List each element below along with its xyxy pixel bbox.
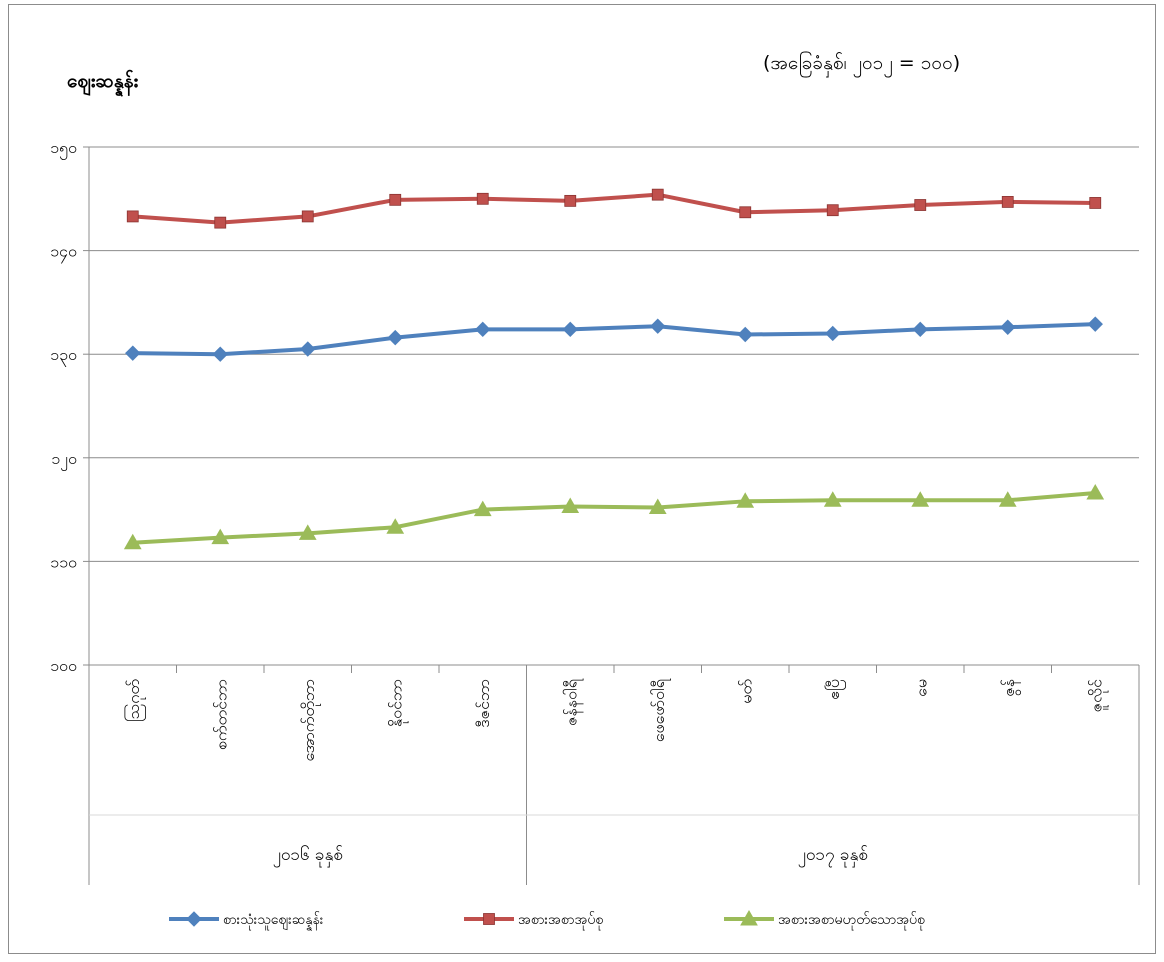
x-tick-label: အောက်တိုဘာ bbox=[299, 679, 321, 762]
legend-item: အစားအစာမဟုတ်သောအုပ်စု bbox=[724, 909, 925, 930]
data-point-diamond bbox=[475, 321, 491, 338]
x-tick-label: မတ် bbox=[736, 679, 755, 704]
y-tick-label: ၁၁၀ bbox=[50, 552, 77, 571]
data-point-diamond bbox=[912, 321, 928, 338]
x-tick-label: ဧပြီ bbox=[824, 679, 846, 700]
data-point-square bbox=[651, 188, 664, 201]
data-point-square bbox=[739, 206, 752, 219]
x-tick-label: ဩဂုတ် bbox=[124, 679, 146, 722]
y-tick-label: ၁၃၀ bbox=[50, 345, 77, 367]
x-tick-label: နိုဝင်ဘာ bbox=[386, 679, 408, 727]
data-point-diamond bbox=[825, 325, 841, 342]
series-2 bbox=[126, 188, 1102, 229]
legend: စားသုံးသူဈေးဆန္နန်း အစားအစာအုပ်စု အစားအစာမ… bbox=[169, 909, 925, 931]
data-point-diamond bbox=[125, 345, 141, 361]
data-point-square bbox=[564, 194, 577, 207]
data-point-square bbox=[214, 216, 227, 229]
chart-frame: ဈေးဆန္နန်း (အခြေခံနှစ်၊ ၂၀၁၂ = ၁၀၀) ၁၀၀၁… bbox=[8, 4, 1156, 954]
data-point-triangle bbox=[740, 909, 758, 926]
x-tick-label: ဇန်နဝါရီ bbox=[561, 677, 583, 726]
legend-item: အစားအစာအုပ်စု bbox=[464, 912, 603, 930]
data-point-diamond bbox=[212, 346, 228, 362]
data-point-square bbox=[483, 913, 495, 925]
data-point-diamond bbox=[186, 911, 202, 927]
data-point-square bbox=[914, 199, 927, 211]
data-point-triangle bbox=[736, 492, 755, 508]
y-tick-label: ၁၄၀ bbox=[50, 242, 77, 264]
data-point-square bbox=[826, 204, 839, 217]
series-3 bbox=[123, 484, 1105, 550]
data-point-square bbox=[1089, 197, 1102, 209]
chart-subtitle: (အခြေခံနှစ်၊ ၂၀၁၂ = ၁၀၀) bbox=[763, 50, 960, 78]
series-line bbox=[132, 192, 1096, 225]
data-point-triangle bbox=[1086, 484, 1105, 500]
legend-label: အစားအစာမဟုတ်သောအုပ်စု bbox=[778, 912, 925, 930]
series-1 bbox=[125, 316, 1103, 362]
data-point-triangle bbox=[386, 518, 405, 534]
group-label: ၂၀၁၆ ခုနှစ် bbox=[273, 844, 343, 868]
data-point-diamond bbox=[1000, 319, 1016, 335]
y-tick-label: ၁၅၀ bbox=[50, 138, 77, 160]
gridlines bbox=[89, 146, 1139, 666]
data-point-square bbox=[389, 193, 402, 206]
data-point-diamond bbox=[387, 329, 403, 346]
x-tick-label: မေ bbox=[911, 679, 930, 697]
x-tick-label: ဖေဖော်ဝါရီ bbox=[649, 677, 671, 742]
data-point-triangle bbox=[998, 491, 1017, 507]
data-point-diamond bbox=[562, 321, 578, 338]
x-tick-label: ဇူလိုင် bbox=[1086, 679, 1108, 713]
y-tick-label: ၁၀၀ bbox=[50, 656, 77, 675]
data-point-triangle bbox=[911, 491, 930, 507]
data-point-triangle bbox=[561, 497, 580, 513]
x-tick-label: ဒီဇင်ဘာ bbox=[474, 679, 493, 728]
data-point-triangle bbox=[123, 533, 142, 550]
data-point-triangle bbox=[473, 500, 492, 517]
data-point-diamond bbox=[650, 318, 666, 334]
legend-label: အစားအစာအုပ်စု bbox=[518, 912, 603, 930]
data-point-diamond bbox=[737, 326, 753, 343]
series-line bbox=[132, 322, 1096, 357]
series-line bbox=[132, 491, 1096, 545]
data-point-triangle bbox=[211, 528, 230, 545]
x-tick-label: စက်တင်ဘာ bbox=[211, 679, 230, 750]
data-point-diamond bbox=[1087, 316, 1103, 332]
y-tick-label: ၁၂၀ bbox=[51, 449, 77, 471]
data-point-triangle bbox=[823, 491, 842, 507]
data-point-square bbox=[1001, 196, 1014, 208]
data-point-square bbox=[301, 210, 314, 223]
data-point-triangle bbox=[298, 524, 317, 540]
series-lines bbox=[123, 188, 1105, 550]
y-axis-title: ဈေးဆန္နန်း bbox=[67, 68, 139, 98]
data-point-diamond bbox=[300, 341, 316, 357]
data-point-square bbox=[126, 210, 139, 223]
x-tick-label: ဇွန် bbox=[999, 678, 1021, 696]
group-label: ၂၀၁၇ ခုနှစ် bbox=[798, 845, 868, 868]
line-chart: ဈေးဆန္နန်း (အခြေခံနှစ်၊ ၂၀၁၂ = ၁၀၀) ၁၀၀၁… bbox=[50, 50, 1140, 931]
legend-item: စားသုံးသူဈေးဆန္နန်း bbox=[169, 911, 324, 931]
legend-label: စားသုံးသူဈေးဆန္နန်း bbox=[223, 912, 324, 931]
data-point-square bbox=[476, 192, 489, 205]
data-point-triangle bbox=[648, 498, 667, 515]
